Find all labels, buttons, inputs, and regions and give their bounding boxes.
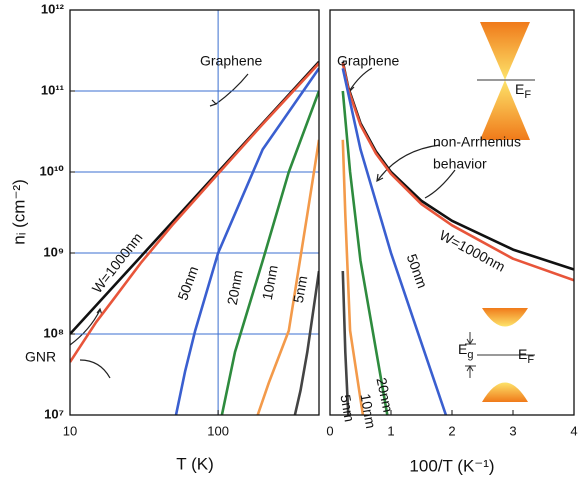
annotation: behavior: [433, 156, 487, 172]
band-label: EF: [518, 346, 534, 366]
y-tick-label: 10¹¹: [41, 82, 64, 97]
series-line: [70, 63, 319, 362]
annotation: GNR: [25, 349, 56, 365]
annotation: 5nm: [290, 275, 310, 305]
annotation: 5nm: [337, 393, 357, 423]
plot-frame: [70, 10, 319, 415]
band-label-main: E: [518, 346, 527, 362]
series-line: [176, 68, 319, 415]
annotation: 10nm: [357, 392, 379, 429]
cone-diagram: [477, 22, 535, 140]
annotation: 50nm: [404, 252, 431, 290]
x-tick-label: 2: [448, 423, 455, 438]
y-axis-title: nᵢ (cm⁻²): [9, 179, 28, 244]
x-tick-label: 4: [570, 423, 577, 438]
x-axis-title: T (K): [176, 454, 213, 473]
x-tick-label: 0: [326, 423, 333, 438]
y-tick-label: 10¹⁰: [40, 163, 65, 178]
annotation: W=1000nm: [89, 230, 146, 297]
y-tick-label: 10⁹: [43, 244, 64, 259]
y-tick-label: 10¹²: [41, 1, 65, 16]
band-label-main: E: [515, 81, 524, 97]
band-label-sub: F: [527, 354, 534, 366]
x-tick-label: 10: [63, 423, 77, 438]
annotation: Graphene: [200, 53, 262, 69]
annotation-arrows: [70, 68, 455, 378]
annotation: non-Arrhenius: [433, 134, 521, 150]
annotation: Graphene: [337, 53, 399, 69]
x-tick-label: 3: [509, 423, 516, 438]
x-tick-label: 1: [387, 423, 394, 438]
band-label-main: E: [458, 341, 467, 357]
y-tick-label: 10⁸: [43, 325, 64, 340]
series-line: [343, 91, 388, 415]
band-label-sub: F: [524, 89, 531, 101]
band-label: EF: [515, 81, 531, 101]
y-tick-label: 10⁷: [44, 406, 64, 421]
figure: 10⁷10⁸10⁹10¹⁰10¹¹10¹²10100T (K)nᵢ (cm⁻²)…: [0, 0, 578, 487]
x-axis-title: 100/T (K⁻¹): [409, 456, 494, 475]
annotation: 50nm: [174, 264, 201, 302]
band-label-sub: g: [467, 349, 473, 361]
annotation: 20nm: [224, 269, 246, 306]
x-tick-label: 100: [207, 423, 229, 438]
annotation: 10nm: [259, 264, 281, 301]
plot-frame: [330, 10, 574, 415]
